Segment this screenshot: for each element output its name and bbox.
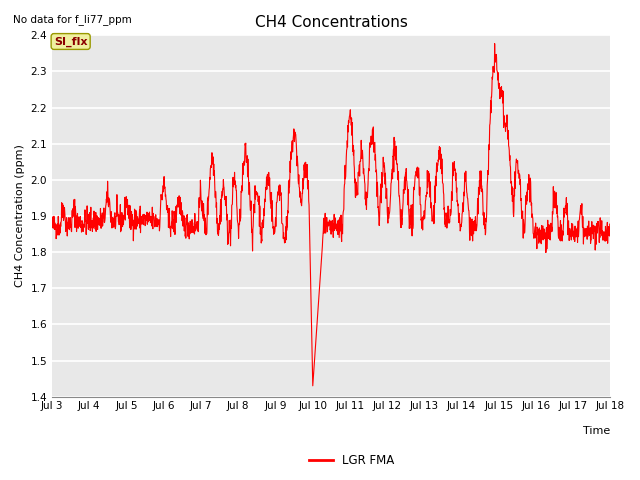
Text: SI_flx: SI_flx bbox=[54, 36, 88, 47]
Title: CH4 Concentrations: CH4 Concentrations bbox=[255, 15, 408, 30]
Legend: LGR FMA: LGR FMA bbox=[305, 449, 399, 472]
Y-axis label: CH4 Concentration (ppm): CH4 Concentration (ppm) bbox=[15, 144, 25, 288]
Text: No data for f_li77_ppm: No data for f_li77_ppm bbox=[13, 14, 132, 25]
Text: Time: Time bbox=[583, 426, 611, 435]
